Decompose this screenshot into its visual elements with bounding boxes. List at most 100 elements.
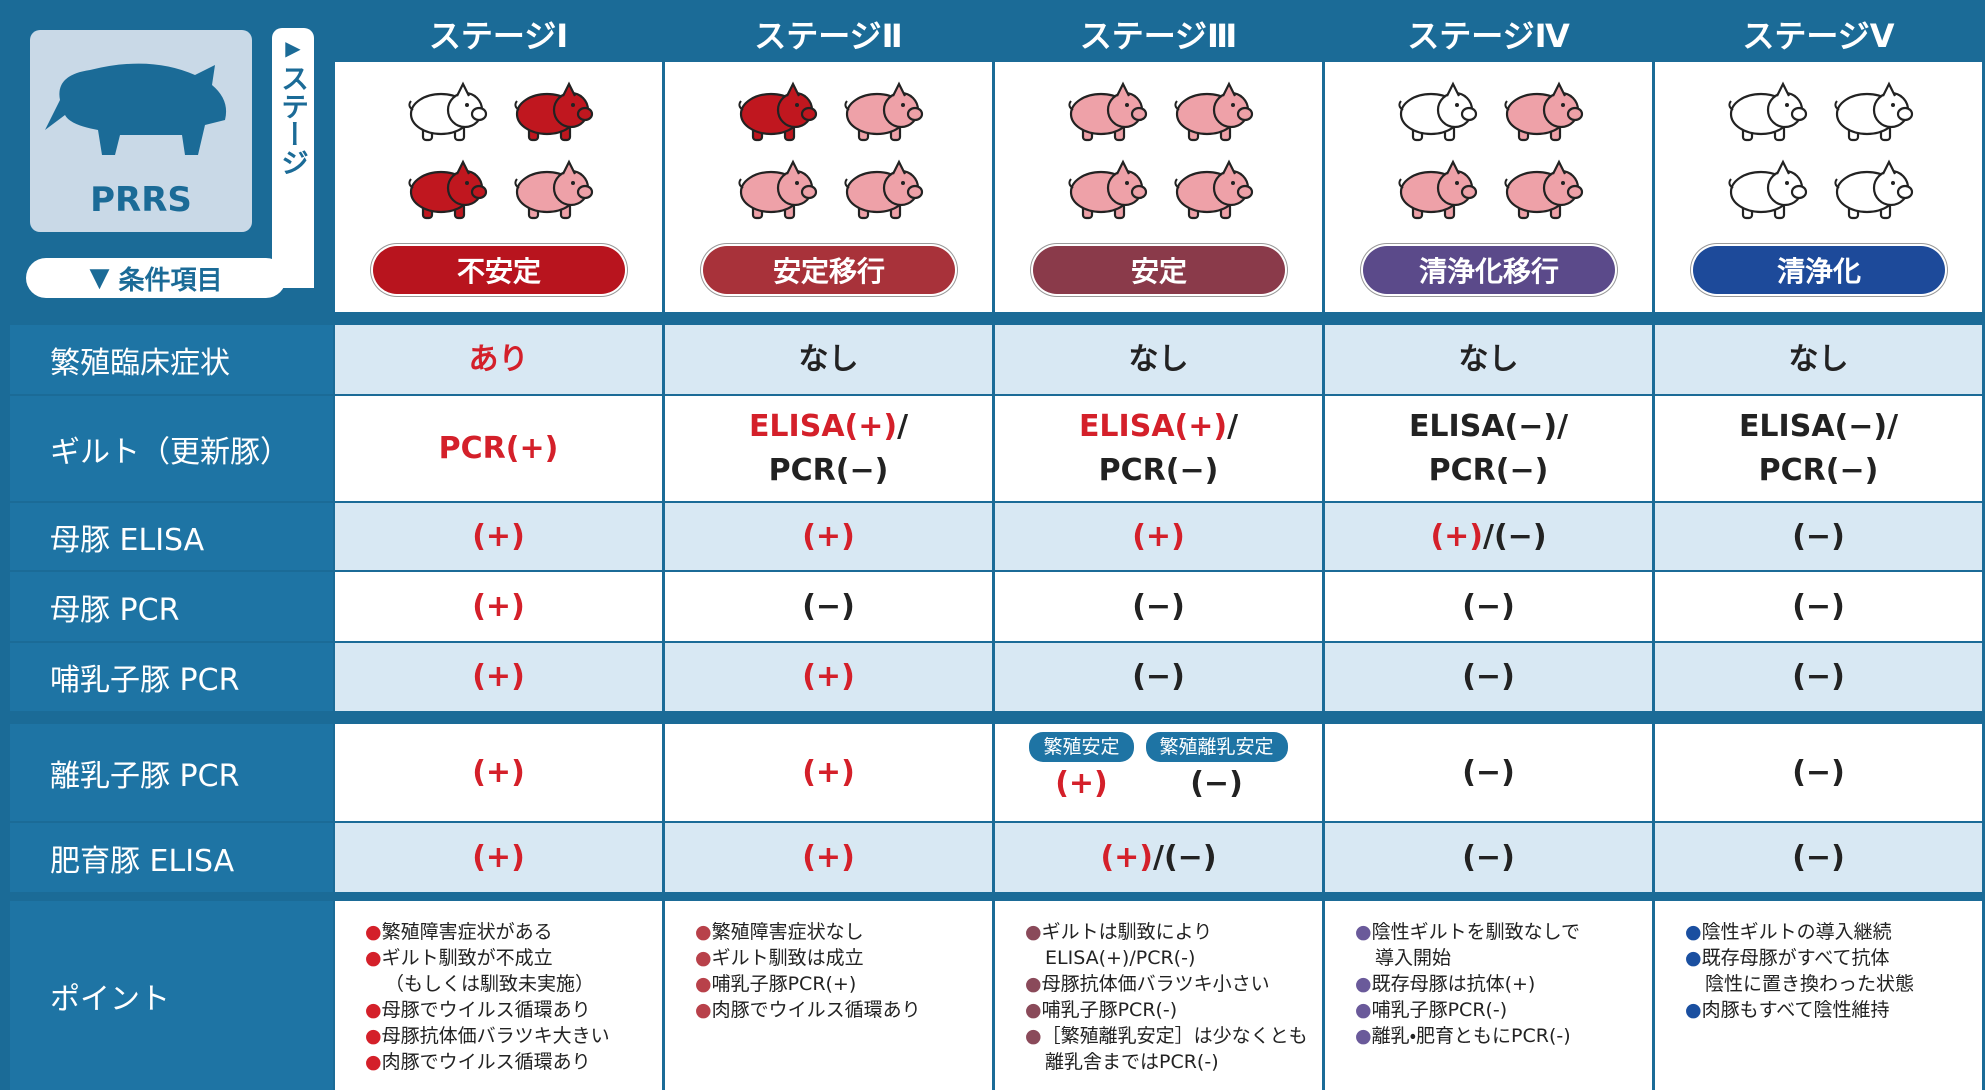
point-text: ELISA(+)/PCR(-) (1045, 947, 1196, 969)
cell-line: PCR(+) (439, 427, 559, 471)
row-label: 肥育豚 ELISA (10, 823, 333, 892)
pig-icon (408, 159, 488, 220)
bullet: ● (1355, 921, 1372, 943)
point-text: 肉豚もすべて陰性維持 (1701, 999, 1890, 1021)
bullet: ● (365, 1025, 382, 1047)
cell-text: (−) (1132, 588, 1185, 624)
cell-text: PCR(−) (768, 452, 889, 488)
points-cell: ●繁殖障害症状がある ●ギルト馴致が不成立 （もしくは馴致未実施） ●母豚でウイルス循… (335, 901, 662, 1090)
cell-line: なし (799, 338, 859, 382)
stage-title: ステージⅢ (995, 8, 1322, 60)
pig (841, 158, 925, 228)
point-line: ●離乳・肥育ともにPCR(-) (1355, 1023, 1652, 1049)
cell: ELISA(+)/PCR(−) (995, 396, 1322, 501)
cell: (−) (1325, 643, 1652, 711)
cell-text: (−) (1190, 766, 1243, 801)
pig-icon (1504, 81, 1584, 142)
pig (735, 80, 819, 150)
point-line: ●陰性ギルトの導入継続 (1685, 919, 1982, 945)
cell-line: (−) (1462, 655, 1515, 699)
row-label: 哺乳子豚 PCR (10, 643, 333, 711)
arrow-right: ▶ (285, 36, 301, 60)
pig (1725, 80, 1809, 150)
pig-icon (514, 159, 594, 220)
condition-caption-box: ▼ 条件項目 (26, 258, 286, 298)
cell-line: (+) (802, 836, 855, 880)
point-text: 肉豚でウイルス循環あり (381, 1051, 591, 1073)
cell: ELISA(−)/ PCR(−) (1325, 396, 1652, 501)
bullet: ● (1025, 921, 1042, 943)
cell-text: PCR(−) (1758, 452, 1879, 488)
point-line: ●ギルトは馴致により (1025, 919, 1322, 945)
cell-line: (+) (1132, 515, 1185, 559)
point-text: 母豚でウイルス循環あり (381, 999, 591, 1021)
cell-text: (+) (1055, 766, 1108, 801)
cell: (+) (335, 503, 662, 570)
stage-status: 清浄化移行 (1363, 246, 1615, 294)
bullet: ● (1355, 1025, 1372, 1047)
pig (1725, 158, 1809, 228)
cell: なし (1325, 325, 1652, 394)
cell-text: (+) (802, 839, 855, 875)
cell-text: (+) (472, 588, 525, 624)
stage-status: 不安定 (373, 246, 625, 294)
pig (1501, 158, 1585, 228)
bullet: ● (1685, 947, 1702, 969)
cell-line: (−) (1792, 751, 1845, 795)
point-text: 繁殖障害症状なし (711, 921, 864, 943)
stage-title: ステージⅣ (1325, 8, 1652, 60)
cell-line: なし (1789, 338, 1849, 382)
cell-line: ELISA(−)/ (1739, 405, 1898, 449)
pig (1065, 80, 1149, 150)
cell-text: (−) (1792, 659, 1845, 694)
cell-line: (+) (802, 515, 855, 559)
cell-text: (−) (1792, 588, 1845, 624)
pig-icon (1398, 159, 1478, 220)
point-text: 導入開始 (1375, 947, 1452, 969)
point-text: 哺乳子豚PCR(-) (1371, 999, 1508, 1021)
cell-text: (−) (1462, 754, 1515, 790)
point-line: （もしくは馴致未実施） (365, 971, 662, 997)
cell: PCR(+) (335, 396, 662, 501)
points-cell: ●繁殖障害症状なし ●ギルト馴致は成立 ●哺乳子豚PCR(+) ●肉豚でウイルス循環あ… (665, 901, 992, 1090)
cell: (+) (665, 643, 992, 711)
cell: (+) (335, 643, 662, 711)
pig-icon (844, 81, 924, 142)
cell-text: / (1227, 408, 1239, 444)
cell: なし (995, 325, 1322, 394)
cell-line: (−) (1462, 585, 1515, 629)
cell-line: (−) (1792, 515, 1845, 559)
cell: (+) (665, 823, 992, 892)
point-text: 陰性ギルトを馴致なしで (1371, 921, 1581, 943)
cell-text: あり (468, 341, 529, 377)
cell-line: (+) (472, 585, 525, 629)
stage-status: 安定 (1033, 246, 1285, 294)
cell-text: (−) (1462, 659, 1515, 694)
cell-text: (+) (472, 754, 525, 790)
cell-line: PCR(−) (1429, 449, 1549, 493)
stage-title: ステージⅤ (1655, 8, 1982, 60)
cell: (+) (335, 724, 662, 821)
cell: ELISA(+)/PCR(−) (665, 396, 992, 501)
point-line: ●既存母豚がすべて抗体 (1685, 945, 1982, 971)
cell: ELISA(−)/ PCR(−) (1655, 396, 1982, 501)
cell-line: PCR(−) (1099, 449, 1219, 493)
point-line: ●肉豚でウイルス循環あり (365, 1049, 662, 1075)
cell-text: (−) (802, 588, 855, 624)
point-line: ●哺乳子豚PCR(-) (1025, 997, 1322, 1023)
cell: なし (1655, 325, 1982, 394)
cell-line: あり (469, 338, 529, 382)
pig-icon (1174, 81, 1254, 142)
cell-text: (+) (472, 839, 525, 875)
point-line: ●母豚抗体価バラツキ小さい (1025, 971, 1322, 997)
bullet: ● (365, 999, 382, 1021)
point-line: ●ギルト馴致は成立 (695, 945, 992, 971)
point-text: ギルトは馴致により (1041, 921, 1213, 943)
pig-icon (1834, 159, 1914, 220)
row-label: ポイント (10, 901, 333, 1090)
cell-line: (+) (472, 751, 525, 795)
cell: (−) (1655, 643, 1982, 711)
bullet: ● (1025, 973, 1042, 995)
cell-line: (+) (1055, 762, 1108, 806)
